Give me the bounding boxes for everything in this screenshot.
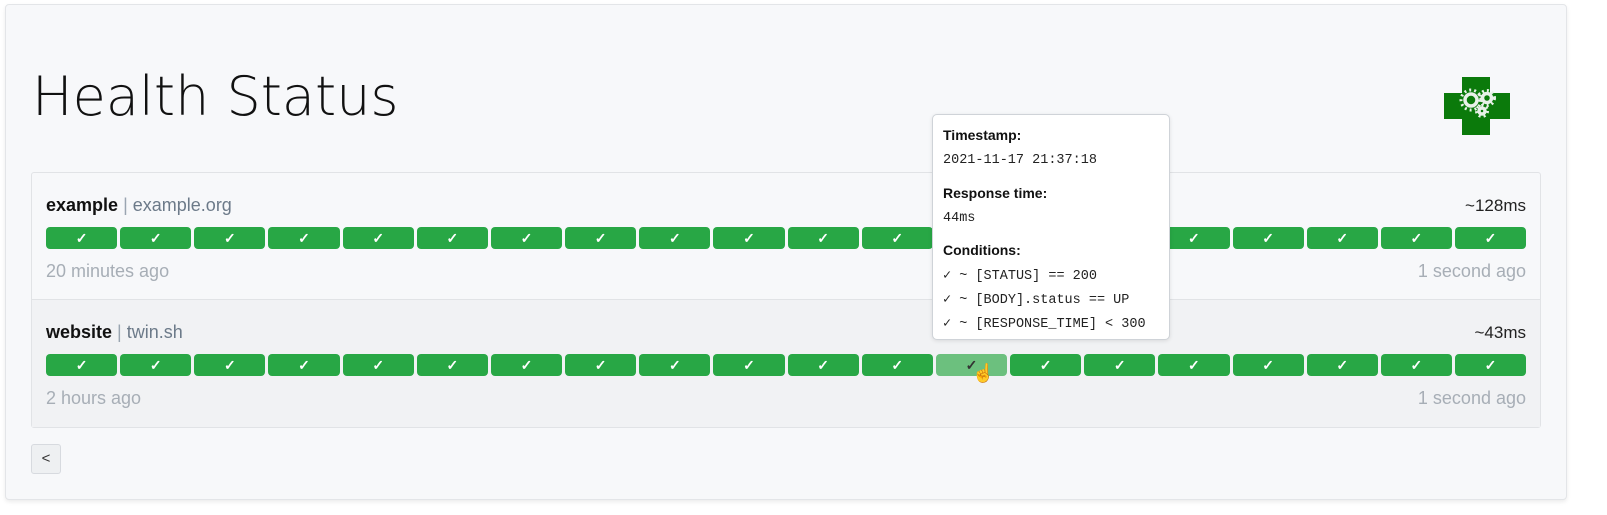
service-row-example: example | example.org ~128ms ✓ ✓ ✓ ✓ ✓ ✓ ✓ ✓ ✓ ✓ ✓…	[32, 173, 1540, 300]
conditions-label: Conditions:	[943, 242, 1021, 258]
oldest-result-time: 20 minutes ago	[46, 261, 170, 281]
service-host: twin.sh	[126, 322, 183, 342]
result-bar[interactable]: ✓	[1232, 354, 1304, 376]
services-list: example | example.org ~128ms ✓ ✓ ✓ ✓ ✓ ✓ ✓ ✓ ✓ ✓ ✓…	[31, 172, 1541, 428]
result-bar[interactable]: ✓	[1084, 354, 1156, 376]
result-bar[interactable]: ✓	[342, 354, 414, 376]
result-bar[interactable]: ✓	[1158, 354, 1230, 376]
service-name[interactable]: website | twin.sh	[46, 322, 183, 343]
result-bar[interactable]: ✓	[268, 227, 340, 249]
result-bar[interactable]: ✓	[861, 354, 933, 376]
result-bar[interactable]: ✓	[46, 227, 118, 249]
service-title: example	[46, 195, 119, 215]
result-bar[interactable]: ✓	[935, 354, 1008, 376]
timestamp-label: Timestamp:	[943, 127, 1022, 143]
timestamp-value: 2021-11-17 21:37:18	[943, 153, 1097, 168]
service-row-website: website | twin.sh ~43ms ✓ ✓ ✓ ✓ ✓ ✓ ✓ ✓ ✓ ✓ ✓ ✓ ✓ ✓ ✓ ✓…	[32, 300, 1540, 427]
result-bar[interactable]: ✓	[861, 227, 933, 249]
page-title: Health Status	[32, 65, 399, 128]
result-bar[interactable]: ✓	[120, 354, 192, 376]
result-bars: ✓✓✓✓✓✓✓✓✓✓✓✓✓✓✓✓✓✓✓✓	[46, 354, 1527, 376]
logo	[1438, 77, 1516, 135]
result-bar[interactable]: ✓	[1158, 227, 1230, 249]
previous-page-button[interactable]: <	[31, 444, 61, 474]
result-bar[interactable]: ✓	[490, 227, 563, 249]
result-bar[interactable]: ✓	[268, 354, 340, 376]
result-bar[interactable]: ✓	[639, 354, 711, 376]
result-bar[interactable]: ✓	[565, 227, 637, 249]
result-bar[interactable]: ✓	[416, 354, 488, 376]
result-bar[interactable]: ✓	[416, 227, 488, 249]
result-bar[interactable]: ✓	[1454, 354, 1527, 376]
separator: |	[123, 195, 128, 215]
service-name[interactable]: example | example.org	[46, 195, 232, 216]
result-bar[interactable]: ✓	[639, 227, 711, 249]
result-bar[interactable]: ✓	[787, 227, 859, 249]
newest-result-time: 1 second ago	[1417, 261, 1526, 281]
result-bar[interactable]: ✓	[46, 354, 118, 376]
hand-pointer-icon: ☝	[972, 363, 995, 383]
result-bar[interactable]: ✓	[787, 354, 859, 376]
newest-result-time: 1 second ago	[1417, 388, 1526, 408]
result-bar[interactable]: ✓	[342, 227, 414, 249]
condition-item: ✓ ~ [RESPONSE_TIME] < 300	[943, 317, 1146, 332]
condition-item: ✓ ~ [BODY].status == UP	[943, 293, 1130, 308]
average-response-time: ~128ms	[1465, 196, 1526, 215]
service-host: example.org	[132, 195, 232, 215]
result-bar[interactable]: ✓	[713, 227, 785, 249]
result-bar[interactable]: ✓	[565, 354, 637, 376]
result-tooltip: Timestamp: 2021-11-17 21:37:18 Response …	[932, 114, 1170, 340]
separator: |	[117, 322, 122, 342]
result-bar[interactable]: ✓	[194, 354, 266, 376]
result-bar[interactable]: ✓	[1232, 227, 1304, 249]
result-bar[interactable]: ✓	[713, 354, 785, 376]
response-time-label: Response time:	[943, 185, 1048, 201]
service-title: website	[46, 322, 113, 342]
response-time-value: 44ms	[943, 211, 976, 226]
oldest-result-time: 2 hours ago	[46, 388, 142, 408]
result-bars: ✓✓✓✓✓✓✓✓✓✓✓✓✓✓✓✓✓✓✓✓	[46, 227, 1527, 249]
result-bar[interactable]: ✓	[1010, 354, 1082, 376]
result-bar[interactable]: ✓	[1306, 354, 1378, 376]
main-container: Health Status example | example.org ~128…	[5, 4, 1567, 500]
condition-item: ✓ ~ [STATUS] == 200	[943, 269, 1097, 284]
result-bar[interactable]: ✓	[490, 354, 563, 376]
result-bar[interactable]: ✓	[1306, 227, 1378, 249]
result-bar[interactable]: ✓	[1380, 354, 1452, 376]
result-bar[interactable]: ✓	[194, 227, 266, 249]
result-bar[interactable]: ✓	[120, 227, 192, 249]
result-bar[interactable]: ✓	[1454, 227, 1527, 249]
average-response-time: ~43ms	[1474, 323, 1527, 342]
result-bar[interactable]: ✓	[1380, 227, 1452, 249]
